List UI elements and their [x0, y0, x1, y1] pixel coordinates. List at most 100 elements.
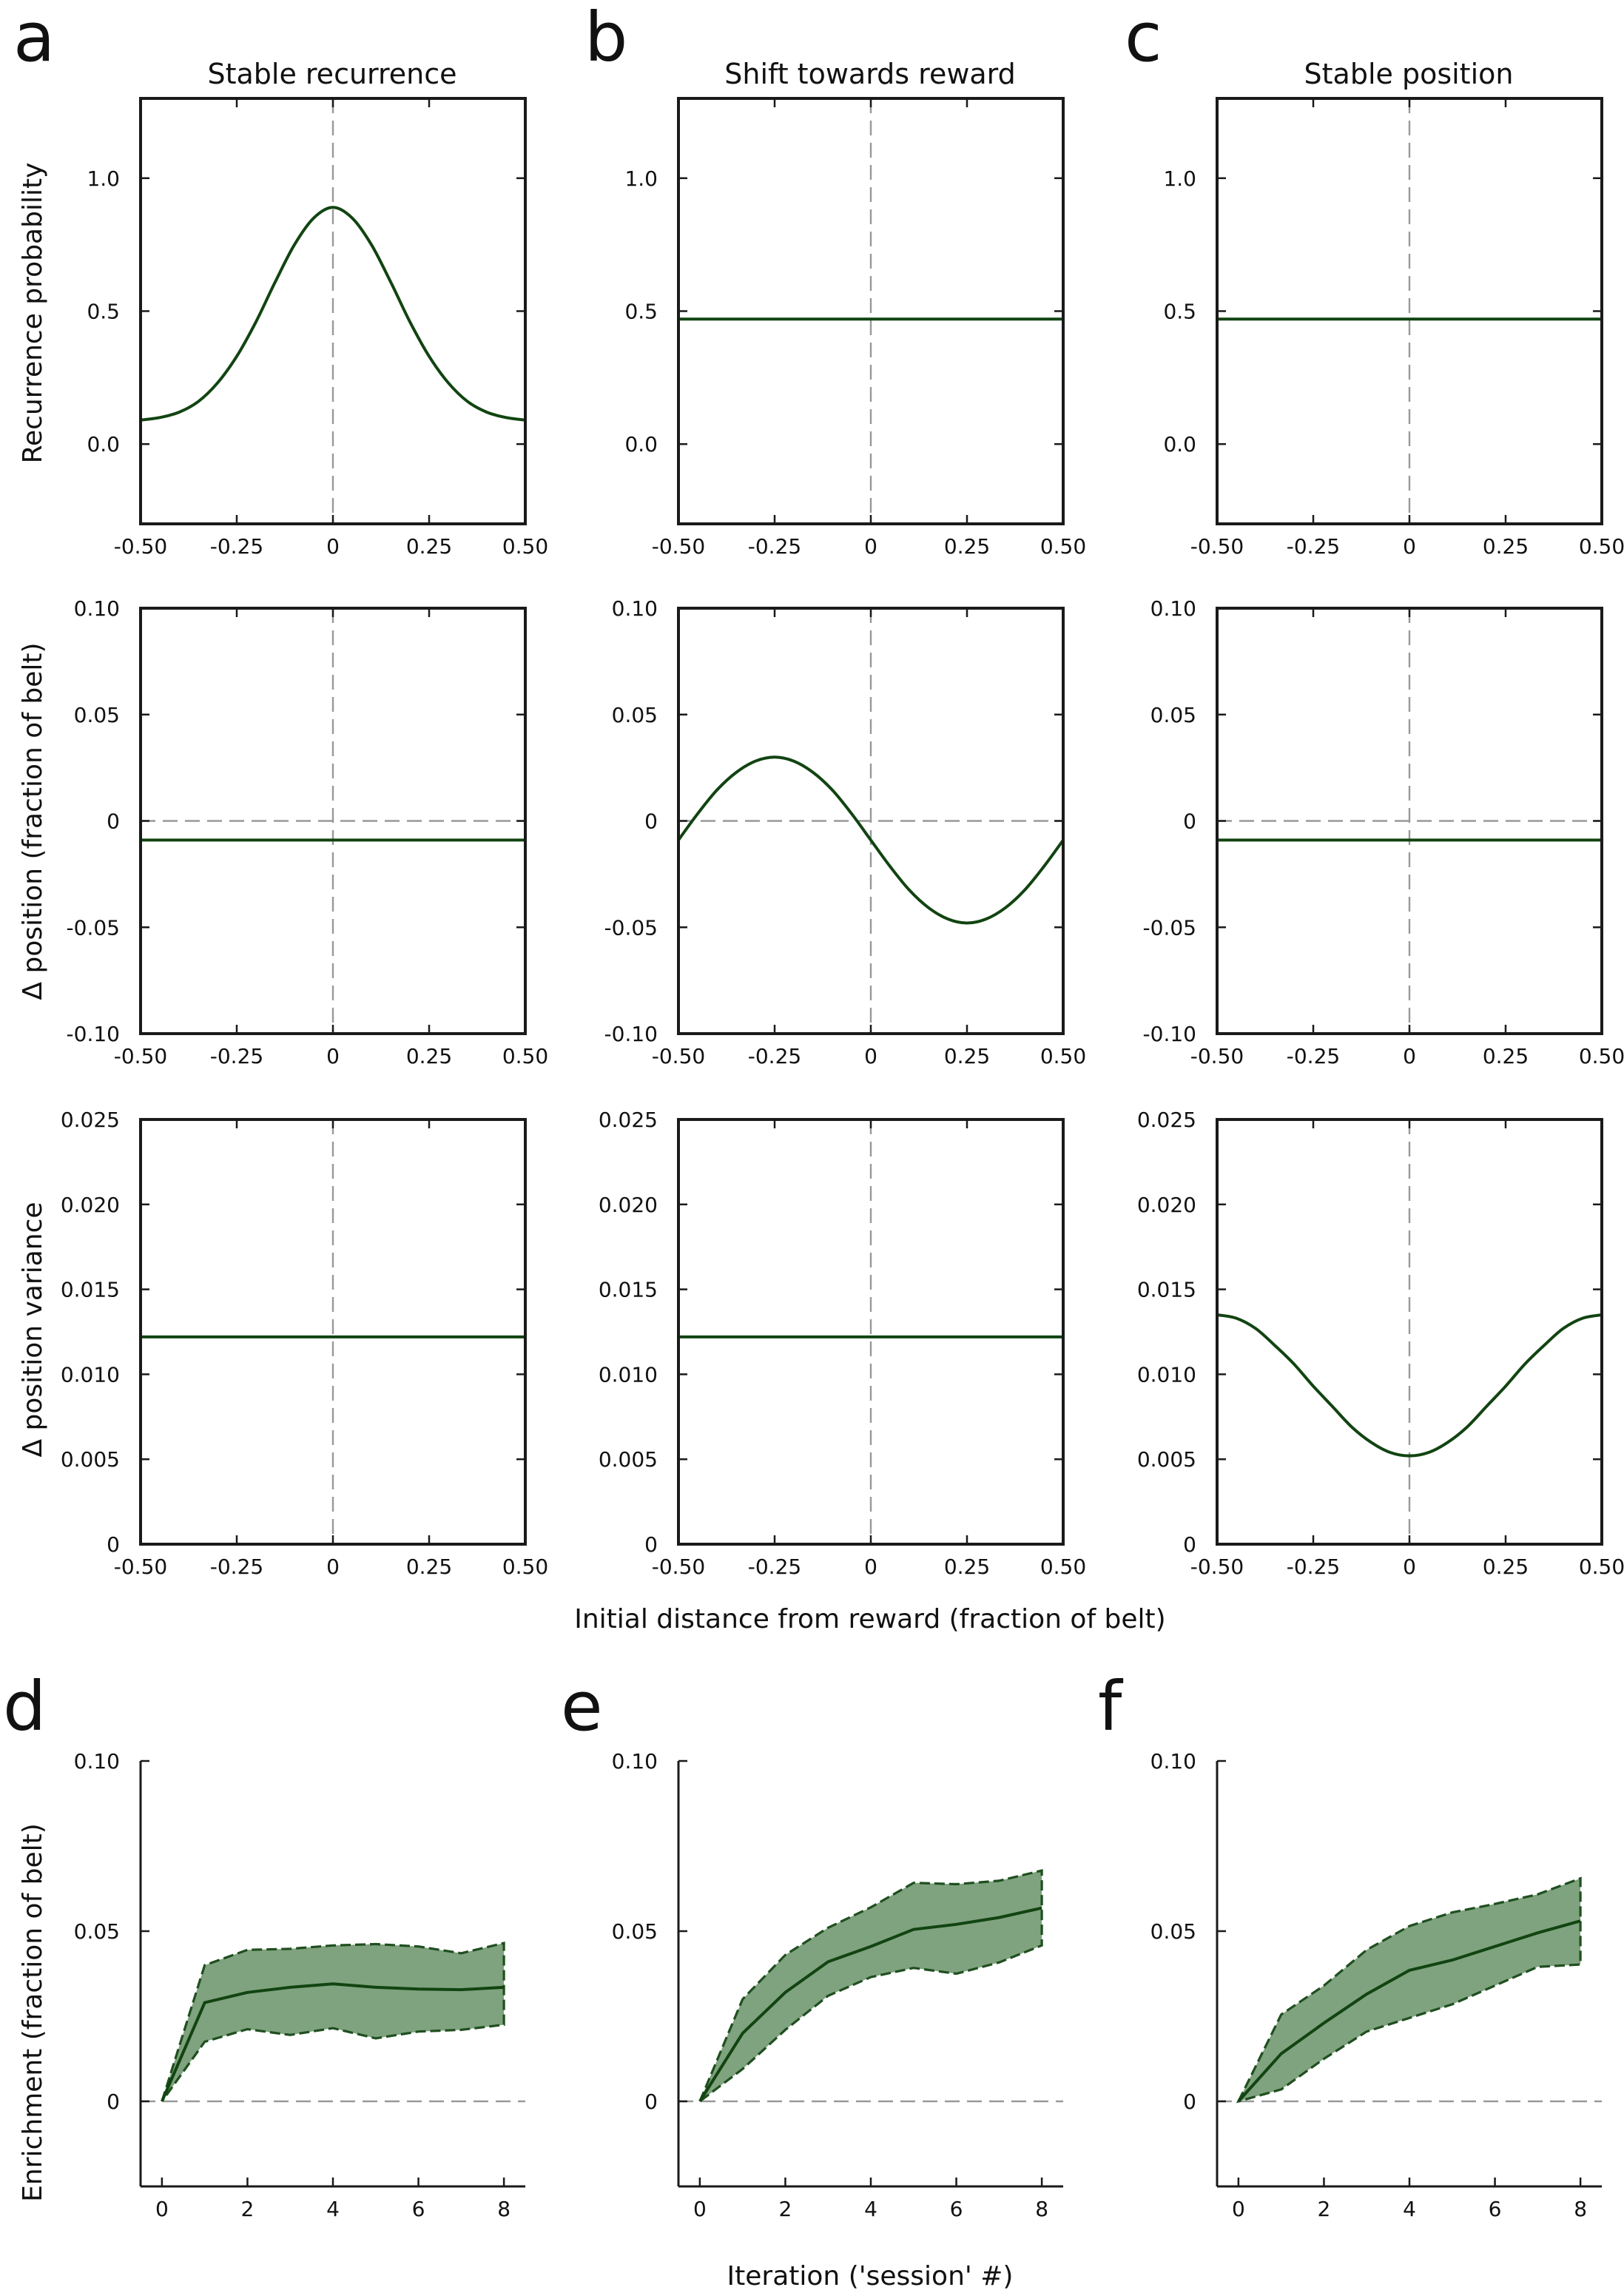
- x-tick-label: 0.25: [944, 1044, 990, 1068]
- x-tick-label: 0.50: [1040, 534, 1086, 559]
- y-tick-label: 0.5: [87, 300, 120, 324]
- y-tick-label: 0.10: [1150, 1749, 1196, 1774]
- x-tick-label: 8: [497, 2197, 511, 2221]
- plot-area-e: [678, 1869, 1063, 2105]
- panel-letter-d: d: [3, 1667, 46, 1746]
- y-tick-label: 0.05: [74, 1919, 120, 1944]
- plot-area-a3: [141, 1119, 525, 1544]
- x-tick-label: 0: [1403, 534, 1416, 559]
- x-tick-label: 0.25: [1483, 1044, 1529, 1068]
- y-tick-label: 0.010: [599, 1362, 658, 1387]
- x-tick-label: 0.50: [1579, 534, 1624, 559]
- y-tick-label: 0: [644, 1532, 658, 1557]
- plot-area-f: [1217, 1876, 1602, 2104]
- panel-letter-e: e: [561, 1667, 603, 1746]
- x-tick-label: 0.25: [406, 1044, 452, 1068]
- y-tick-label: 0: [644, 809, 658, 834]
- x-tick-label: 0.25: [406, 1555, 452, 1579]
- y-tick-label: 0.05: [612, 1919, 658, 1944]
- plot-area-b2: [678, 608, 1063, 1034]
- x-tick-label: 4: [326, 2197, 340, 2221]
- x-tick-label: 0.25: [1483, 534, 1529, 559]
- y-tick-label: 0.5: [624, 300, 658, 324]
- y-tick-label: -0.05: [67, 915, 120, 940]
- x-tick-label: -0.25: [210, 1555, 263, 1579]
- x-tick-label: -0.25: [748, 1044, 801, 1068]
- panel-b2: -0.50 -0.25 0 0.25 0.50 -0.10 -0.05 0 0.05 0.10: [604, 596, 1087, 1068]
- x-tick-label: 0.50: [1040, 1555, 1086, 1579]
- x-tick-label: -0.50: [114, 1044, 167, 1068]
- x-tick-label: 0: [1232, 2197, 1245, 2221]
- panels: -0.50 -0.25 0 0.25 0.500.00.51.0-0.50 -0.25 0 0…: [61, 97, 1624, 2221]
- y-tick-label: 0.025: [61, 1108, 120, 1132]
- y-tick-label: 0.015: [1137, 1278, 1196, 1302]
- panel-letter-f: f: [1098, 1667, 1124, 1746]
- x-tick-label: 4: [1403, 2197, 1416, 2221]
- y-tick-label: 0.0: [624, 432, 658, 457]
- y-tick-label: 0.010: [1137, 1362, 1196, 1387]
- x-tick-label: -0.25: [748, 1555, 801, 1579]
- x-tick-label: 8: [1574, 2197, 1587, 2221]
- xlabel-initial-distance: Initial distance from reward (fraction o…: [574, 1604, 1165, 1634]
- panel-letter-a: a: [13, 0, 55, 77]
- ylabel-delta-position-variance: Δ position variance: [18, 1202, 48, 1457]
- x-tick-label: -0.50: [1190, 1044, 1244, 1068]
- x-tick-label: 0: [864, 1044, 877, 1068]
- x-tick-label: 0: [693, 2197, 707, 2221]
- y-tick-label: -0.10: [1143, 1022, 1196, 1046]
- series-line-a1: [141, 206, 525, 422]
- x-tick-label: -0.25: [748, 534, 801, 559]
- x-tick-label: 0.50: [1579, 1044, 1624, 1068]
- y-tick-label: 0.015: [61, 1278, 120, 1302]
- ylabel-recurrence-probability: Recurrence probability: [18, 163, 48, 464]
- x-tick-label: 6: [1489, 2197, 1502, 2221]
- x-tick-label: 0.25: [406, 534, 452, 559]
- plot-area-c3: [1217, 1119, 1602, 1544]
- y-tick-label: 0.005: [61, 1447, 120, 1472]
- ylabel-enrichment: Enrichment (fraction of belt): [18, 1823, 48, 2202]
- x-tick-label: -0.50: [652, 1555, 705, 1579]
- y-tick-label: 0: [107, 2089, 120, 2114]
- y-tick-label: 0: [107, 809, 120, 834]
- confidence-band-e: [697, 1869, 1043, 2105]
- plot-area-b1: [678, 98, 1063, 524]
- y-tick-label: -0.05: [604, 915, 658, 940]
- xlabel-iteration: Iteration ('session' #): [727, 2261, 1014, 2290]
- x-tick-label: 4: [864, 2197, 877, 2221]
- x-tick-label: -0.25: [1287, 1555, 1340, 1579]
- x-tick-label: 0: [326, 1044, 340, 1068]
- y-tick-label: 0.005: [1137, 1447, 1196, 1472]
- y-tick-label: 0.10: [1150, 596, 1196, 621]
- panel-f: 0 2 4 6 8 0 0.05 0.10: [1150, 1749, 1602, 2221]
- panel-a1: -0.50 -0.25 0 0.25 0.50 0.0 0.5 1.0: [87, 97, 548, 559]
- x-tick-label: -0.25: [210, 534, 263, 559]
- panel-letter-b: b: [584, 0, 627, 77]
- panel-c2: -0.50 -0.25 0 0.25 0.50 -0.10 -0.05 0 0.05 0.10: [1143, 596, 1624, 1068]
- x-tick-label: 0.50: [502, 1044, 548, 1068]
- y-tick-label: -0.10: [67, 1022, 120, 1046]
- y-tick-label: 0: [1183, 2089, 1196, 2114]
- panel-a3: -0.50 -0.25 0 0.25 0.50 0 0.005 0.010 0.015 0.020…: [61, 1108, 548, 1579]
- series-line-f: [1237, 1919, 1581, 2103]
- plot-area-a1: [141, 98, 525, 524]
- y-tick-label: 0: [107, 1532, 120, 1557]
- x-tick-label: 0.50: [502, 534, 548, 559]
- y-tick-label: 0: [1183, 809, 1196, 834]
- x-tick-label: 0: [326, 1555, 340, 1579]
- series-line-e: [698, 1906, 1042, 2103]
- y-tick-label: 0.015: [599, 1278, 658, 1302]
- y-tick-label: 0.10: [612, 1749, 658, 1774]
- y-tick-label: 0.025: [1137, 1108, 1196, 1132]
- panel-b3: -0.50 -0.25 0 0.25 0.50 0 0.005 0.010 0.015 0.020…: [599, 1108, 1086, 1579]
- y-tick-label: 0.10: [74, 596, 120, 621]
- x-tick-label: 0: [1403, 1044, 1416, 1068]
- y-tick-label: -0.05: [1143, 915, 1196, 940]
- panel-letter-c: c: [1125, 0, 1162, 77]
- panel-c1: -0.50 -0.25 0 0.25 0.50 0.0 0.5 1.0: [1163, 97, 1624, 559]
- x-tick-label: 0.25: [944, 1555, 990, 1579]
- x-tick-label: -0.50: [652, 534, 705, 559]
- series-line-b2: [678, 755, 1063, 925]
- plot-area-d: [141, 1942, 525, 2103]
- x-tick-label: -0.25: [1287, 1044, 1340, 1068]
- x-tick-label: 8: [1035, 2197, 1048, 2221]
